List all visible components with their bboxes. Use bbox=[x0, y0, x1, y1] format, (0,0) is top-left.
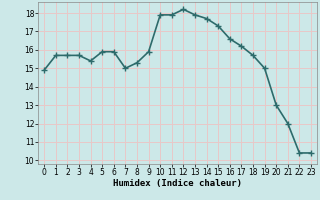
X-axis label: Humidex (Indice chaleur): Humidex (Indice chaleur) bbox=[113, 179, 242, 188]
